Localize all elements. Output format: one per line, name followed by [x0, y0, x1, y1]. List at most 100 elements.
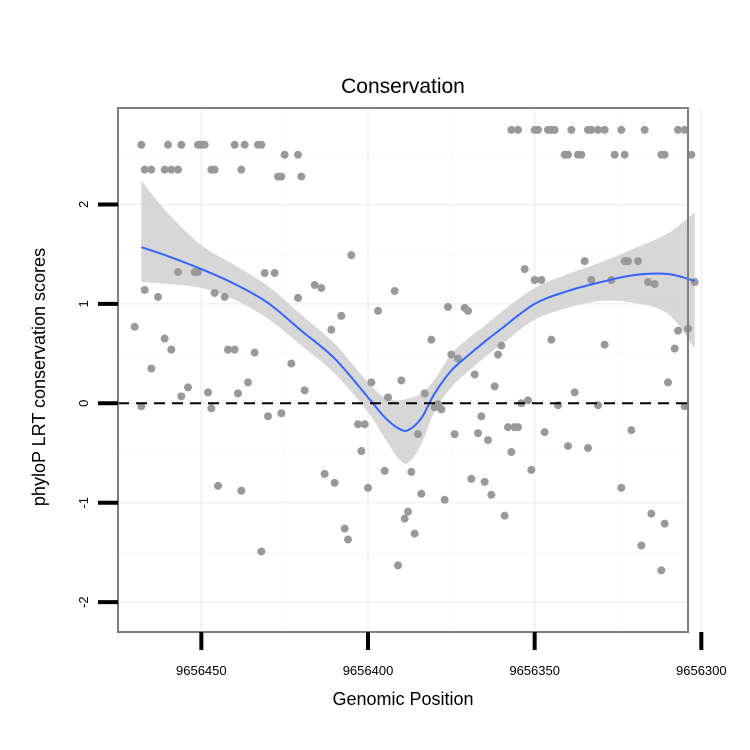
data-point: [420, 389, 429, 398]
data-point: [507, 448, 516, 457]
data-point: [670, 344, 679, 353]
data-point: [464, 306, 472, 315]
data-point: [470, 370, 479, 379]
data-point: [467, 474, 476, 483]
data-point: [617, 483, 626, 492]
data-point: [537, 276, 546, 285]
data-point: [660, 150, 669, 159]
data-point: [320, 469, 329, 478]
data-point: [147, 165, 156, 174]
data-point: [570, 388, 579, 397]
chart-title: Conservation: [341, 75, 465, 98]
data-point: [210, 288, 219, 297]
data-point: [514, 125, 522, 134]
data-point: [317, 283, 326, 292]
data-point: [587, 125, 596, 134]
data-point: [277, 409, 286, 418]
data-point: [160, 334, 169, 343]
plot-panel: [117, 107, 703, 633]
data-point: [277, 172, 286, 181]
data-point: [194, 268, 202, 277]
data-point: [174, 268, 182, 277]
data-point: [664, 378, 672, 387]
data-point: [210, 165, 219, 174]
data-point: [327, 325, 336, 334]
y-tick-label: 0: [76, 400, 91, 407]
data-point: [310, 280, 319, 289]
data-point: [167, 165, 176, 174]
data-point: [417, 489, 426, 498]
data-point: [507, 125, 516, 134]
smooth-line: [141, 246, 695, 432]
data-point: [444, 302, 452, 311]
data-point: [184, 383, 192, 392]
data-point: [400, 514, 409, 523]
data-point: [297, 172, 306, 181]
data-point: [494, 350, 502, 359]
data-point: [280, 150, 289, 159]
data-point: [530, 276, 539, 285]
data-point: [550, 125, 559, 134]
data-points: [130, 125, 699, 575]
data-point: [234, 389, 242, 398]
data-point: [447, 350, 456, 359]
data-point: [160, 165, 169, 174]
y-tick-label: -2: [76, 596, 91, 608]
data-point: [147, 364, 156, 373]
data-point: [260, 269, 269, 278]
x-tick-label: 9656350: [509, 663, 560, 678]
data-point: [427, 335, 436, 344]
data-point: [167, 345, 176, 354]
data-point: [364, 483, 372, 492]
data-point: [390, 286, 399, 295]
data-point: [294, 293, 302, 302]
data-point: [200, 140, 209, 149]
data-point: [244, 378, 252, 387]
data-point: [580, 257, 589, 266]
data-point: [450, 430, 459, 439]
data-point: [287, 359, 296, 368]
data-point: [154, 292, 162, 301]
data-point: [230, 345, 239, 354]
data-point: [474, 429, 482, 438]
confidence-band: [141, 180, 695, 464]
data-point: [520, 265, 529, 274]
data-point: [177, 140, 186, 149]
data-point: [477, 412, 486, 421]
data-point: [204, 388, 212, 397]
data-point: [617, 125, 626, 134]
data-point: [564, 150, 572, 159]
data-point: [174, 165, 182, 174]
data-point: [177, 392, 186, 401]
data-point: [610, 150, 619, 159]
data-point: [300, 386, 309, 395]
data-point: [224, 345, 232, 354]
data-point: [140, 165, 149, 174]
panel-border: [117, 107, 689, 633]
data-point: [620, 150, 629, 159]
data-point: [130, 322, 139, 331]
data-point: [647, 509, 656, 518]
data-point: [624, 257, 632, 266]
data-point: [500, 511, 509, 520]
data-point: [660, 519, 669, 528]
data-point: [490, 382, 499, 391]
x-tick-label: 9656450: [176, 663, 227, 678]
data-point: [567, 125, 576, 134]
data-point: [140, 285, 149, 294]
data-point: [347, 251, 356, 260]
data-point: [437, 405, 446, 414]
data-point: [207, 404, 216, 413]
data-point: [374, 306, 382, 315]
data-point: [230, 140, 239, 149]
data-point: [360, 420, 369, 429]
y-axis: -2 -1 0 1 2: [76, 201, 118, 608]
data-point: [237, 165, 246, 174]
data-point: [657, 566, 666, 575]
data-point: [650, 279, 659, 288]
data-point: [627, 426, 636, 435]
data-point: [240, 140, 249, 149]
x-axis: 9656450 9656400 9656350 9656300: [176, 632, 727, 678]
data-point: [337, 311, 346, 320]
